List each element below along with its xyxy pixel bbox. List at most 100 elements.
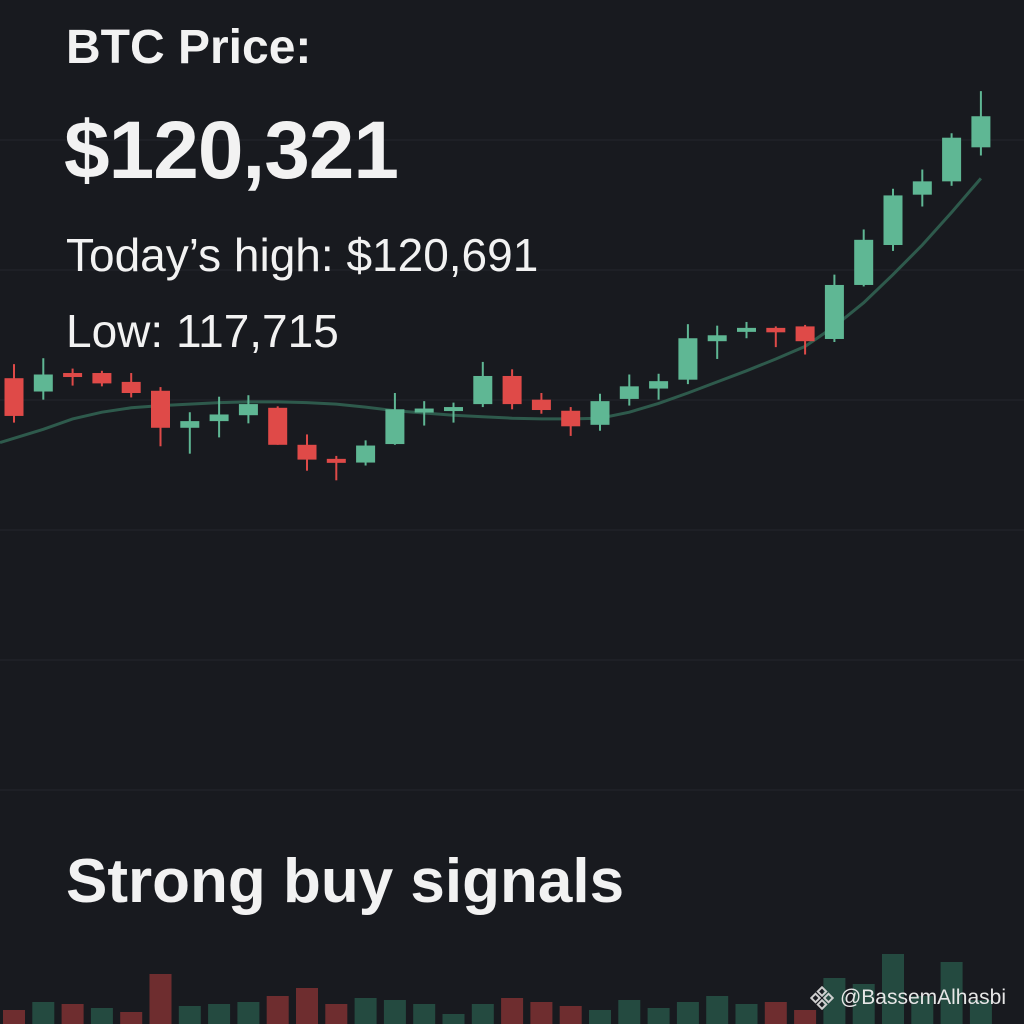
candle-body — [942, 137, 962, 182]
candle-up — [414, 401, 434, 426]
candle-body — [737, 327, 756, 332]
candle-up — [385, 393, 405, 445]
candle-body — [854, 239, 874, 285]
candle-body — [33, 374, 53, 392]
volume-bar — [852, 984, 875, 1024]
candle-body — [209, 414, 229, 422]
volume-bar — [296, 988, 318, 1024]
signal-text: Strong buy signals — [66, 847, 625, 916]
volume-bar — [120, 1012, 143, 1024]
watermark-handle: @BassemAlhasbi — [839, 986, 1006, 1009]
candle-body — [502, 375, 522, 405]
volume-bar — [178, 1006, 201, 1024]
candle-body — [707, 335, 727, 342]
volume-bar — [589, 1010, 611, 1024]
candlesticks — [4, 91, 991, 481]
volume-bar — [354, 998, 377, 1024]
candle-body — [795, 326, 815, 342]
volume-bar — [706, 996, 729, 1024]
candle-up — [707, 325, 727, 359]
candle-up — [883, 188, 903, 251]
candle-body — [444, 407, 463, 412]
volume-bar — [530, 1002, 553, 1024]
candle-up — [971, 91, 991, 156]
candle-body — [590, 401, 610, 425]
volume-bar — [208, 1004, 231, 1024]
volume-bar — [559, 1006, 582, 1024]
candle-body — [385, 409, 405, 445]
volume-bar — [383, 1000, 406, 1024]
volume-bars — [3, 954, 992, 1024]
candle-body — [63, 373, 83, 378]
volume-bar — [442, 1014, 465, 1024]
candle-body — [883, 195, 903, 245]
candle-up — [942, 133, 962, 186]
candle-up — [238, 395, 258, 424]
candle-body — [326, 458, 346, 463]
candle-down — [561, 407, 581, 436]
binance-logo-icon — [809, 986, 834, 1010]
candle-down — [326, 455, 346, 481]
candle-body — [649, 381, 669, 389]
current-price: $120,321 — [64, 105, 399, 196]
candle-body — [561, 410, 581, 427]
candle-down — [92, 370, 112, 387]
volume-bar — [325, 1004, 348, 1024]
volume-bar — [3, 1010, 25, 1024]
volume-bar — [823, 978, 846, 1024]
candle-up — [678, 324, 698, 385]
candle-up — [737, 321, 756, 339]
volume-bar — [32, 1002, 55, 1024]
candle-down — [502, 369, 522, 410]
candle-body — [297, 444, 317, 460]
todays-low: Low: 117,715 — [66, 305, 339, 357]
candle-body — [678, 338, 698, 380]
candle-body — [4, 378, 24, 416]
candle-down — [268, 406, 288, 445]
chart-title: BTC Price: — [66, 21, 312, 74]
candle-up — [180, 412, 200, 454]
candle-body — [121, 381, 141, 393]
moving-average-line — [0, 177, 983, 445]
candle-down — [4, 364, 24, 423]
volume-bar — [676, 1002, 699, 1024]
volume-bar — [969, 1000, 992, 1024]
candle-body — [971, 116, 991, 148]
volume-bar — [764, 1002, 787, 1024]
candle-body — [238, 404, 258, 416]
volume-bar — [237, 1002, 260, 1024]
candle-body — [912, 181, 932, 195]
candle-body — [92, 373, 112, 384]
candle-up — [444, 402, 463, 423]
candle-body — [268, 407, 288, 445]
candle-body — [766, 327, 786, 333]
candle-down — [766, 326, 786, 348]
watermark: @BassemAlhasbi — [809, 986, 1006, 1010]
volume-bar — [618, 1000, 641, 1024]
candle-up — [209, 396, 229, 438]
candle-up — [473, 361, 493, 408]
volume-bar — [471, 1004, 494, 1024]
candle-up — [619, 374, 639, 406]
candle-down — [795, 324, 815, 355]
candle-up — [824, 274, 844, 342]
candle-body — [473, 375, 493, 405]
candle-up — [912, 169, 932, 207]
volume-bar — [911, 996, 934, 1024]
candle-down — [531, 393, 551, 414]
candle-up — [590, 393, 610, 431]
candle-body — [619, 386, 639, 399]
volume-bar — [940, 962, 963, 1024]
candle-body — [180, 421, 200, 428]
volume-bar — [413, 1004, 436, 1024]
candle-up — [356, 440, 376, 466]
todays-high: Today’s high: $120,691 — [66, 229, 539, 281]
volume-bar — [794, 1010, 817, 1024]
volume-bar — [735, 1004, 758, 1024]
candle-body — [531, 399, 551, 411]
volume-bar — [647, 1008, 670, 1024]
candle-up — [33, 358, 53, 400]
volume-bar — [61, 1004, 84, 1024]
volume-bar — [501, 998, 524, 1024]
